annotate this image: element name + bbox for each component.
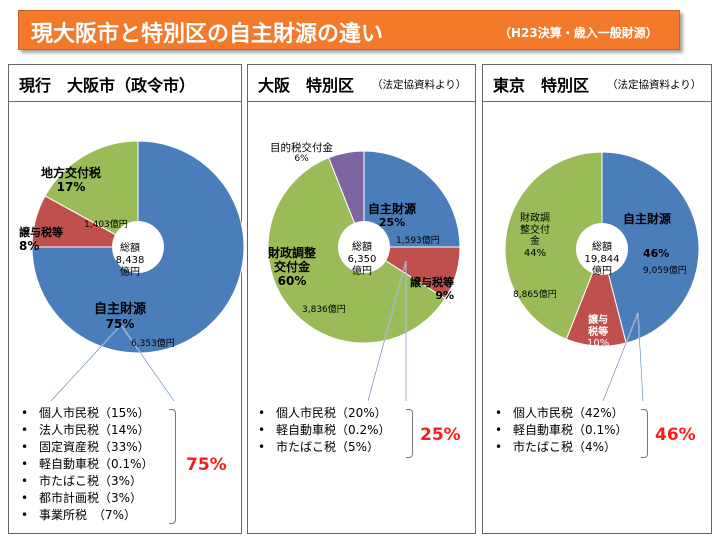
panel-osaka-city: 現行 大阪市（政令市） 地方交付税 17% 1,403億円 譲与税等 8% 総額 8,… [8,64,245,534]
tax-item-label: 軽自動車税（0.1%） [39,457,154,471]
list-total: 25% [420,425,461,445]
list-brace [406,409,413,458]
tax-item-label: 固定資産税（33%） [39,440,150,454]
callout-line-outline [637,312,644,402]
tax-list-item: • 事業所税 （7%） [21,507,154,524]
slice-label-amount: 1,403億円 [84,220,128,230]
pie-slice-2 [44,140,139,248]
pie-chart-tokyo-special-wards [504,151,700,402]
bullet-icon: • [21,423,29,437]
bullet-icon: • [258,440,266,454]
slice-label-name: 譲与税等 9% [410,276,454,302]
list-total: 46% [655,425,696,445]
panel-osaka-special-wards: 大阪 特別区 （法定協資料より） 目的税交付金 6% 自主財源 25% 1,593億… [247,64,476,534]
bullet-icon: • [495,423,503,437]
pie-center-total: 総額 19,844 億円 [584,242,620,277]
tax-item-label: 軽自動車税（0.1%） [513,423,628,437]
tax-list-item: • 個人市民税（20%） [258,405,391,422]
slice-label-amount: 1,593億円 [396,236,440,246]
bullet-icon: • [21,491,29,505]
slice-label-name: 財政調整 交付金 60% [268,246,317,288]
callout-line-outline [602,312,639,402]
page-subtitle: （H23決算・歳入一般財源） [499,26,658,40]
bullet-icon: • [21,457,29,471]
pie-slice-0 [363,150,461,248]
slice-label-pct: 46% [643,247,670,260]
tax-item-label: 個人市民税（42%） [513,406,624,420]
tax-list-item: • 個人市民税（15%） [21,405,154,422]
bullet-icon: • [21,406,29,420]
tax-list-item: • 市たばこ税（5%） [258,439,391,456]
tax-item-label: 個人市民税（20%） [276,406,387,420]
callout-line-outline [367,260,407,402]
tax-list-item: • 個人市民税（42%） [495,405,628,422]
pie-chart-osaka-city [31,140,245,402]
panel-header: 東京 特別区 （法定協資料より） [483,65,711,102]
list-brace [641,409,648,458]
pie-center-hole [576,223,628,275]
callout-line-outline [50,324,122,402]
tax-item-label: 軽自動車税（0.2%） [276,423,391,437]
panel-heading: 東京 特別区 [493,76,590,95]
pie-slice-0 [601,151,700,344]
slice-label-name: 自主財源 75% [94,302,147,331]
bullet-icon: • [258,406,266,420]
tax-item-label: 市たばこ税（4%） [513,440,617,454]
tax-list-item: • 市たばこ税（3%） [21,473,154,490]
tax-list-item: • 市たばこ税（4%） [495,439,628,456]
slice-label-amount: 6,353億円 [131,339,175,349]
tax-item-label: 市たばこ税（3%） [39,474,143,488]
tax-item-label: 法人市民税（14%） [39,423,150,437]
pie-center-hole [112,221,164,273]
list-total: 75% [186,455,227,475]
panel-note: （法定協資料より） [607,79,702,91]
panel-header: 現行 大阪市（政令市） [9,65,241,102]
tax-list-item: • 軽自動車税（0.1%） [21,456,154,473]
slice-label-name: 財政調 整交付金 44% [520,213,550,259]
slice-label-name: 地方交付税 17% [41,166,102,194]
pie-slice-0 [31,140,245,354]
slice-label-name: 自主財源 25% [368,202,417,229]
tax-list: • 個人市民税（15%） • 法人市民税（14%） • 固定資産税（33%） • 軽自動車税（… [21,405,154,524]
pie-center-hole [338,221,390,273]
pie-center-total: 総額 6,350 億円 [347,242,377,277]
page-title: 現大阪市と特別区の自主財源の違い [31,22,384,47]
bullet-icon: • [495,440,503,454]
panel-heading: 大阪 特別区 [258,76,355,95]
pie-chart-osaka-special-wards [267,150,461,402]
callout-line-outline [120,324,175,402]
slice-label-amount: 8,865億円 [513,290,557,300]
title-banner: 現大阪市と特別区の自主財源の違い （H23決算・歳入一般財源） [18,10,680,50]
slice-label-amount: 9,059億円 [643,266,687,276]
panel-tokyo-special-wards: 東京 特別区 （法定協資料より） 自主財源 財政調 整交付金 44% 総額 19,84… [482,64,712,534]
slice-label-amount: 3,836億円 [302,305,346,315]
tax-list: • 個人市民税（20%） • 軽自動車税（0.2%） • 市たばこ税（5%） [258,405,391,456]
bullet-icon: • [21,508,29,522]
panel-heading: 現行 大阪市（政令市） [19,76,196,95]
tax-list-item: • 固定資産税（33%） [21,439,154,456]
bullet-icon: • [21,474,29,488]
tax-item-label: 事業所税 （7%） [39,508,137,522]
tax-list-item: • 法人市民税（14%） [21,422,154,439]
slice-label-name: 譲与税等 8% [19,226,63,253]
tax-item-label: 個人市民税（15%） [39,406,150,420]
slice-label-name: 目的税交付金 6% [270,142,333,165]
tax-list-item: • 軽自動車税（0.2%） [258,422,391,439]
tax-list: • 個人市民税（42%） • 軽自動車税（0.1%） • 市たばこ税（4%） [495,405,628,456]
list-brace [169,409,176,524]
bullet-icon: • [21,440,29,454]
slice-label-name: 譲与 税等 10% [587,315,610,349]
bullet-icon: • [258,423,266,437]
tax-list-item: • 軽自動車税（0.1%） [495,422,628,439]
panel-header: 大阪 特別区 （法定協資料より） [248,65,475,102]
tax-item-label: 都市計画税（3%） [39,491,143,505]
tax-list-item: • 都市計画税（3%） [21,490,154,507]
pie-slice-2 [504,151,603,340]
bullet-icon: • [495,406,503,420]
pie-center-total: 総額 8,438 億円 [115,243,145,278]
slice-label-name: 自主財源 [623,212,672,226]
tax-item-label: 市たばこ税（5%） [276,440,380,454]
panel-note: （法定協資料より） [372,79,467,91]
